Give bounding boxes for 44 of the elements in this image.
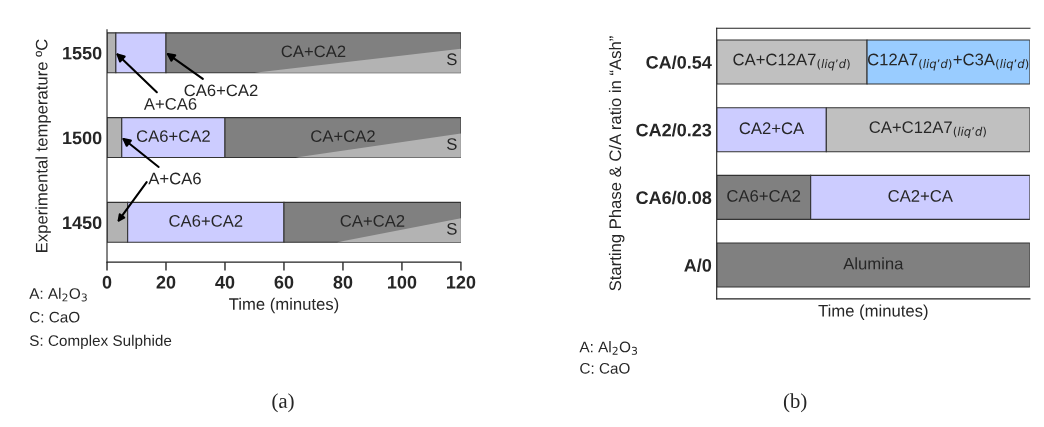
annotation: CA6+CA2 [727,190,801,202]
data-label: CA6+CA2 [136,130,210,143]
annotation: Alumina [843,257,904,270]
x-tick-label: 120 [447,275,476,289]
y-tick-label: CA2/0.23 [636,123,712,137]
text: (b) [783,393,807,413]
y-tick-label: 1500 [63,131,102,145]
y-tick-label: CA6/0.08 [636,190,712,205]
text: C: CaO [30,311,80,323]
x-axis-title: Time (minutes) [818,304,928,320]
annotation: S [447,53,457,66]
annotation: C12A7$_{(liq’d)}$+C3A$_{(liq’d)}$ [867,53,1029,71]
y-tick-label: CA/0.54 [646,55,712,69]
bar [716,242,1030,288]
data-label: CA6+CA2 [169,215,243,227]
annotation: A+CA6 [148,172,201,185]
annotation: S [447,222,457,235]
data-label: CA+CA2 [311,130,375,143]
x-tick-label: 60 [274,275,294,289]
annotation: CA6+CA2 [184,84,258,97]
x-tick-label: 80 [333,275,353,289]
annotation: CA2+CA [888,190,953,202]
annotation: CA+C12A7$_{(liq’d)}$ [733,53,850,71]
text: (a) [272,393,294,413]
x-axis-title: Time (minutes) [229,297,339,314]
x-tick-label: 0 [102,275,112,289]
text: C: CaO [580,362,630,374]
x-tick-label: 40 [215,275,235,289]
annotation: CA2+CA [739,122,805,135]
text: A: Al$_{2}$O$_{3}$ [579,341,638,355]
y-axis-title: Experimental temperature ºC [35,39,51,252]
x-tick-label: 20 [156,275,176,289]
y-tick-label: 1550 [63,46,102,60]
text: S: Complex Sulphide [29,334,172,350]
y-axis-title: Starting Phase & C/A ratio in “Ash” [608,36,625,291]
y-tick-label: 1450 [63,216,102,230]
data-label: CA+CA2 [340,215,405,227]
annotation: A+CA6 [143,98,197,110]
annotation: S [447,138,457,150]
data-label: CA+CA2 [281,45,346,58]
x-tick-label: 100 [388,275,417,289]
text: A: Al$_{2}$O$_{3}$ [29,287,87,302]
y-tick-label: A/0 [684,258,712,272]
annotation: CA+C12A7$_{(liq’d)}$ [869,121,986,139]
